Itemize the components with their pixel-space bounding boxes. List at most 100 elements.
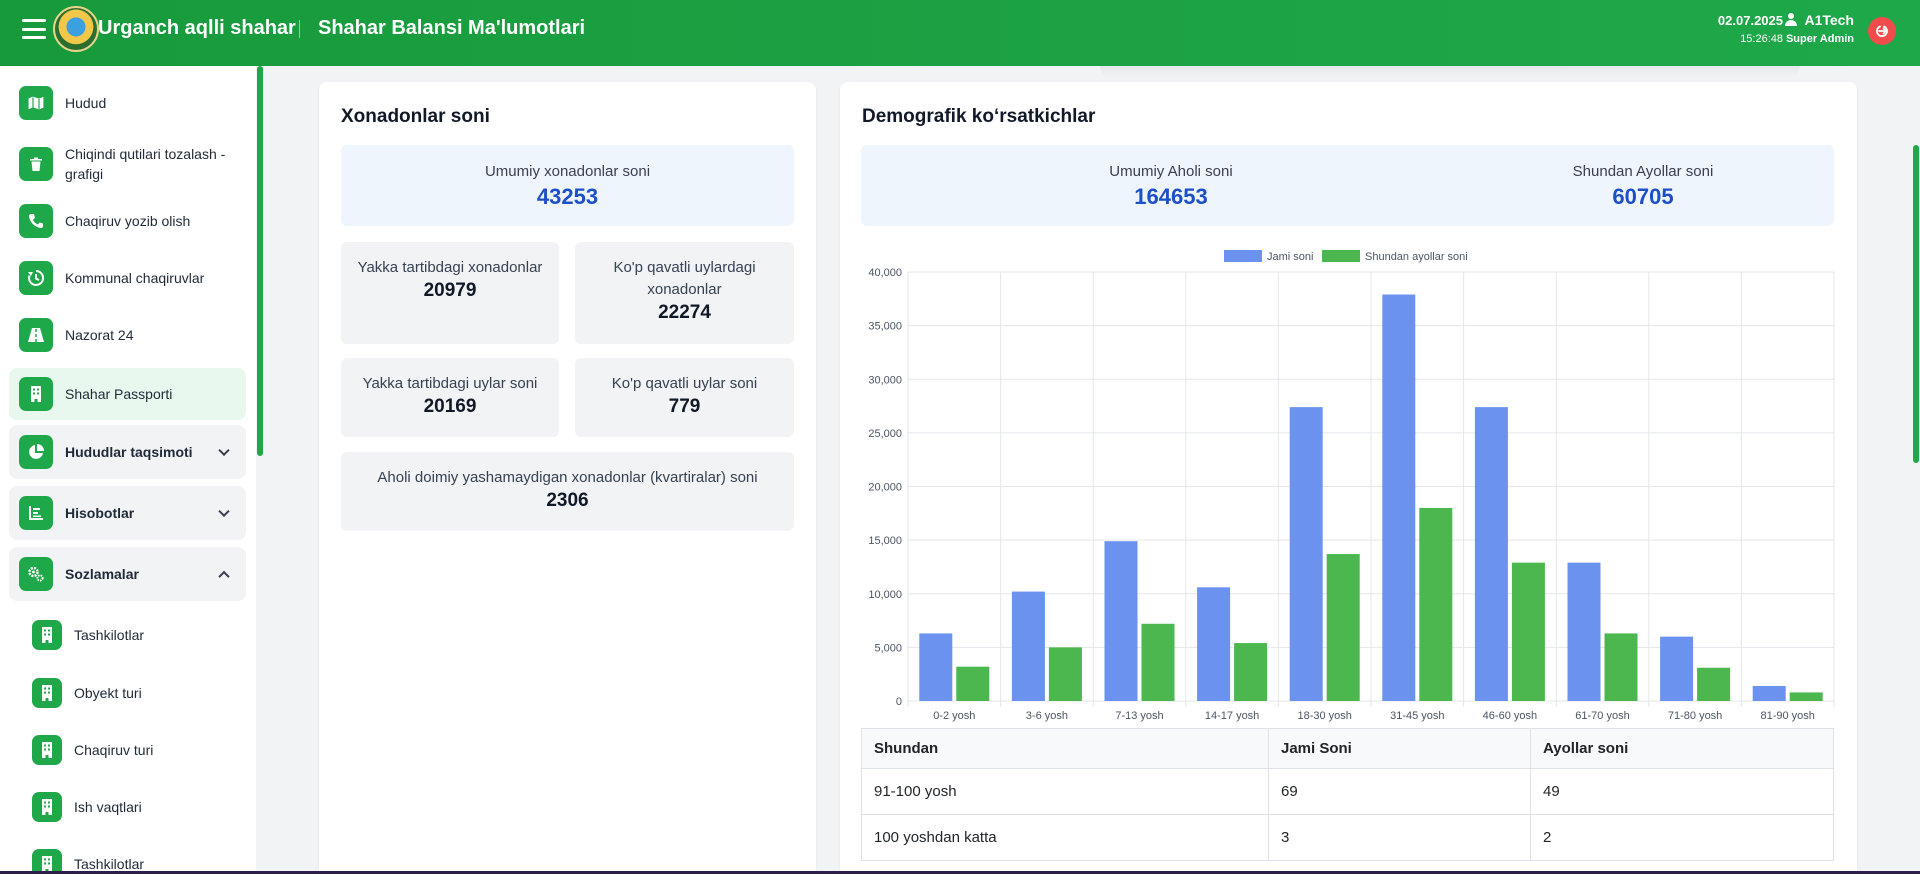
sidebar-subitem-label: Tashkilotlar [74, 856, 145, 872]
menu-toggle-icon[interactable] [22, 19, 46, 39]
sidebar-subitem-label: Ish vaqtlari [74, 799, 142, 815]
stat-label: Ko'p qavatli uylardagi xonadonlar [613, 259, 756, 298]
sidebar-subitem-object-type[interactable]: Obyekt turi [22, 671, 244, 715]
x-tick-label: 0-2 yosh [933, 710, 975, 722]
bar-women [1048, 647, 1082, 701]
map-icon [19, 86, 53, 120]
stat-value: 20169 [423, 396, 477, 417]
header-separator [299, 20, 300, 38]
main-scrollbar[interactable] [1913, 145, 1919, 463]
bar-women [1419, 507, 1453, 701]
bar-women [1511, 562, 1545, 701]
single-houses-box: Yakka tartibdagi uylar soni 20169 [341, 358, 559, 437]
legend-label: Jami soni [1267, 251, 1313, 263]
sidebar-group-regions[interactable]: Hududlar taqsimoti [9, 425, 246, 479]
stat-label: Shundan Ayollar soni [1572, 163, 1714, 180]
chevron-down-icon [218, 444, 230, 457]
x-tick-label: 46-60 yosh [1483, 710, 1537, 722]
bar-total [1660, 636, 1694, 701]
sidebar-group-settings[interactable]: Sozlamalar [9, 547, 246, 601]
stat-label: Umumiy xonadonlar soni [484, 163, 651, 180]
building-icon [32, 792, 62, 822]
bar-total [919, 633, 953, 701]
table-cell: 49 [1530, 768, 1834, 815]
y-tick-label: 10,000 [868, 589, 902, 601]
y-tick-label: 20,000 [868, 482, 902, 494]
sidebar-item-label: Nazorat 24 [65, 327, 134, 343]
bar-total [1104, 541, 1138, 701]
bar-total [1289, 407, 1323, 701]
bar-total [1197, 587, 1231, 701]
population-stat: Umumiy Aholi soni 164653 [1051, 161, 1291, 211]
sidebar-item-label: Hudud [65, 95, 107, 111]
logout-button[interactable] [1868, 17, 1896, 45]
y-tick-label: 30,000 [868, 374, 902, 386]
bar-women [1789, 692, 1823, 701]
pie-chart-icon [19, 435, 53, 469]
age-distribution-chart: 0 5,000 10,000 15,000 20,000 25,000 30,000 35,0… [868, 250, 1835, 722]
x-tick-label: 3-6 yosh [1026, 710, 1068, 722]
sidebar-item-label: Shahar Passporti [65, 386, 173, 402]
trash-icon [19, 147, 53, 181]
sidebar-item-call-record[interactable]: Chaqiruv yozib olish [9, 198, 246, 244]
sidebar-item-nazorat[interactable]: Nazorat 24 [9, 312, 246, 358]
legend-swatch [1224, 250, 1262, 262]
stat-value: 43253 [536, 184, 599, 209]
table-cell: 69 [1268, 768, 1531, 815]
x-tick-label: 61-70 yosh [1575, 710, 1629, 722]
x-tick-label: 81-90 yosh [1760, 710, 1814, 722]
bar-women [1326, 554, 1360, 701]
sidebar-item-waste-schedule[interactable]: Chiqindi qutilari tozalash - grafigi [9, 132, 246, 196]
sidebar-subitem-label: Tashkilotlar [74, 627, 145, 643]
sidebar-subitem-call-type[interactable]: Chaqiruv turi [22, 728, 244, 772]
user-menu[interactable]: A1Tech [1784, 12, 1854, 28]
gears-icon [19, 557, 53, 591]
table-row: 100 yoshdan katta 3 2 [861, 814, 1834, 861]
y-tick-label: 40,000 [868, 267, 902, 279]
stat-value: 20979 [423, 280, 477, 301]
stat-label: Umumiy Aholi soni [1109, 163, 1233, 180]
bar-list-icon [19, 496, 53, 530]
x-tick-label: 71-80 yosh [1668, 710, 1722, 722]
app-title[interactable]: Urganch aqlli shahar [98, 17, 296, 39]
stat-value: 22274 [658, 302, 711, 323]
women-stat: Shundan Ayollar soni 60705 [1523, 161, 1763, 211]
table-header: Shundan [861, 728, 1269, 769]
sidebar-scrollbar[interactable] [257, 66, 263, 456]
sidebar-group-reports[interactable]: Hisobotlar [9, 486, 246, 540]
building-icon [19, 377, 53, 411]
sidebar-item-communal-calls[interactable]: Kommunal chaqiruvlar [9, 255, 246, 301]
bar-women [1604, 633, 1638, 701]
x-tick-label: 18-30 yosh [1297, 710, 1351, 722]
bottom-edge [0, 871, 1920, 874]
x-tick-label: 7-13 yosh [1115, 710, 1163, 722]
stat-value: 60705 [1612, 184, 1674, 209]
stat-value: 779 [668, 396, 701, 417]
sidebar-item-hudud[interactable]: Hudud [9, 80, 246, 126]
table-cell: 91-100 yosh [861, 768, 1269, 815]
y-tick-label: 25,000 [868, 428, 902, 440]
legend-swatch [1322, 250, 1360, 262]
y-tick-label: 35,000 [868, 321, 902, 333]
bar-total [1382, 294, 1416, 701]
population-summary-box: Umumiy Aholi soni 164653 Shundan Ayollar… [861, 145, 1834, 226]
header-time: 15:26:48 [1740, 33, 1783, 45]
sidebar-item-city-passport[interactable]: Shahar Passporti [9, 368, 246, 420]
sidebar-group-label: Hududlar taqsimoti [65, 444, 193, 460]
stat-label: Ko'p qavatli uylar soni [611, 375, 758, 392]
total-households-box: Umumiy xonadonlar soni 43253 [341, 145, 794, 226]
x-tick-label: 14-17 yosh [1205, 710, 1259, 722]
sidebar-subitem-label: Obyekt turi [74, 685, 142, 701]
sidebar-item-label: Chiqindi qutilari tozalash - grafigi [65, 146, 226, 182]
bar-total [1752, 685, 1786, 701]
chevron-down-icon [218, 505, 230, 518]
sidebar-item-label: Chaqiruv yozib olish [65, 213, 191, 229]
sidebar-subitem-work-hours[interactable]: Ish vaqtlari [22, 785, 244, 829]
sidebar-group-label: Sozlamalar [65, 566, 139, 582]
y-tick-label: 5,000 [874, 642, 902, 654]
bar-women [1697, 667, 1731, 701]
sidebar-subitem-organizations[interactable]: Tashkilotlar [22, 613, 244, 657]
sidebar-subitem-organizations-2[interactable]: Tashkilotlar [22, 842, 244, 874]
bar-total [1567, 562, 1601, 701]
bar-women [1141, 623, 1175, 701]
